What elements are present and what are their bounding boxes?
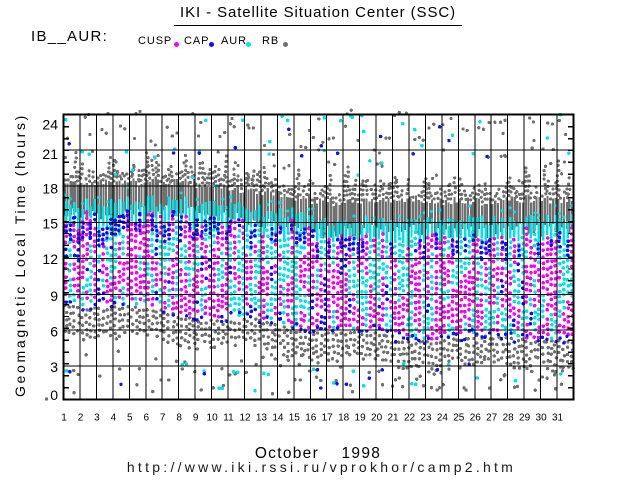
svg-text:0: 0 [50,387,58,403]
svg-text:23: 23 [420,413,432,424]
svg-text:6: 6 [144,413,150,424]
svg-text:6: 6 [50,323,58,339]
svg-text:1: 1 [61,413,67,424]
svg-text:25: 25 [453,413,465,424]
svg-text:9: 9 [50,288,58,304]
svg-text:7: 7 [160,413,166,424]
svg-text:30: 30 [536,413,548,424]
svg-text:3: 3 [94,413,100,424]
svg-text:24: 24 [437,413,449,424]
svg-text:22: 22 [404,413,416,424]
svg-text:28: 28 [503,413,515,424]
svg-text:15: 15 [289,413,301,424]
svg-text:12: 12 [239,413,251,424]
svg-text:16: 16 [305,413,317,424]
svg-text:17: 17 [322,413,334,424]
svg-text:13: 13 [256,413,268,424]
svg-text:26: 26 [470,413,482,424]
svg-text:21: 21 [387,413,399,424]
svg-text:18: 18 [42,181,58,197]
svg-text:4: 4 [111,413,117,424]
svg-text:9: 9 [193,413,199,424]
svg-text:11: 11 [223,413,234,424]
svg-text:14: 14 [272,413,284,424]
svg-text:31: 31 [552,413,564,424]
svg-text:15: 15 [42,216,58,232]
svg-text:27: 27 [486,413,498,424]
svg-text:5: 5 [127,413,133,424]
svg-text:20: 20 [371,413,383,424]
svg-text:10: 10 [207,413,219,424]
svg-text:3: 3 [50,359,58,375]
svg-text:8: 8 [176,413,182,424]
svg-text:29: 29 [519,413,531,424]
svg-text:24: 24 [42,116,58,132]
svg-text:18: 18 [338,413,350,424]
svg-text:21: 21 [42,146,58,162]
svg-text:2: 2 [78,413,84,424]
svg-text:19: 19 [355,413,367,424]
svg-text:12: 12 [42,251,58,267]
